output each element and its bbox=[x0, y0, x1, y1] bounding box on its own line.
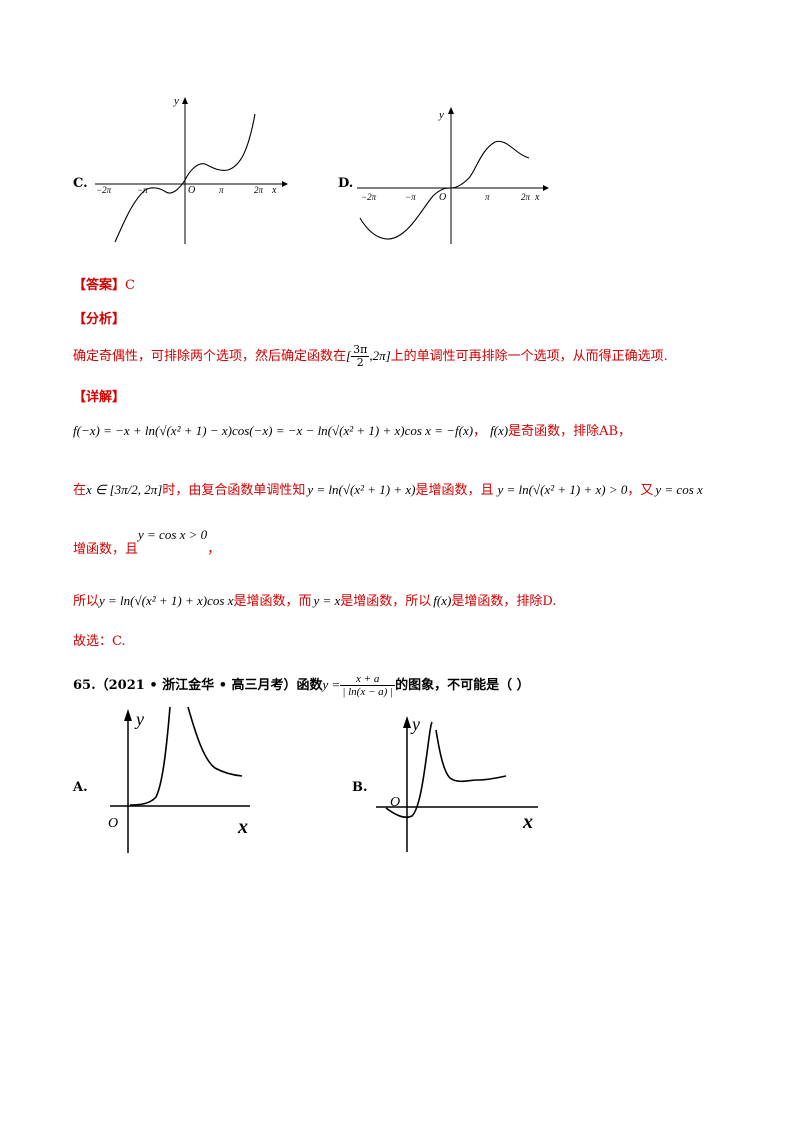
detail-line3: 增函数，且y = cos x > 0， bbox=[73, 527, 221, 559]
detail-line4-pre: 所以 bbox=[73, 594, 100, 609]
question-source: （2021 • 浙江金华 • 高三月考）函数 bbox=[95, 678, 323, 693]
c-x-axis-label: x bbox=[271, 185, 277, 196]
b-x-axis-label: x bbox=[522, 811, 533, 833]
option-b-label: B. bbox=[352, 780, 368, 795]
analysis-text: 确定奇偶性，可排除两个选项，然后确定函数在[3π 2,2π]上的单调性可再排除一个… bbox=[73, 343, 668, 369]
d-y-axis-label: y bbox=[438, 109, 444, 121]
detail-line1-math: f(−x) = −x + ln(√(x² + 1) − x)cos(−x) = … bbox=[73, 423, 474, 438]
analysis-label: 【分析】 bbox=[73, 312, 126, 327]
c-y-axis-label: y bbox=[173, 95, 179, 107]
a-x-axis-label: x bbox=[237, 816, 248, 838]
question-func-den: | ln(x − a) | bbox=[342, 686, 394, 698]
c-tick-2pi: 2π bbox=[254, 185, 264, 195]
option-a-label: A. bbox=[73, 780, 88, 795]
analysis-interval-den: 2 bbox=[356, 356, 364, 369]
d-x-axis-label: x bbox=[534, 192, 540, 203]
analysis-interval-num: 3π bbox=[351, 343, 370, 357]
detail-line4-inc: 是增函数，而 bbox=[233, 594, 312, 609]
c-tick-neg2pi: −2π bbox=[96, 185, 112, 195]
detail-label: 【详解】 bbox=[73, 390, 126, 405]
b-y-axis-label: y bbox=[410, 714, 420, 734]
detail-line2-inc: 是增函数，且 bbox=[415, 483, 494, 498]
question-number: 65. bbox=[73, 678, 96, 693]
a-origin-label: O bbox=[108, 816, 118, 831]
detail-line2-cos: y = cos x bbox=[655, 482, 703, 497]
answer-label: 【答案】 bbox=[73, 278, 126, 293]
detail-line4-fx: f(x) bbox=[433, 593, 452, 608]
option-c-label: C. bbox=[73, 176, 88, 191]
question-func-num: x + a bbox=[340, 673, 396, 686]
analysis-text-before: 确定奇偶性，可排除两个选项，然后确定函数在 bbox=[73, 349, 347, 364]
c-tick-negpi: −π bbox=[137, 185, 148, 195]
d-tick-negpi: −π bbox=[405, 192, 416, 202]
question-tail: 的图象，不可能是（ ） bbox=[395, 678, 530, 693]
answer-value: C bbox=[125, 278, 135, 293]
detail-line3-comma: ， bbox=[207, 542, 221, 557]
detail-line1: f(−x) = −x + ln(√(x² + 1) − x)cos(−x) = … bbox=[73, 422, 631, 441]
c-tick-pi: π bbox=[219, 185, 224, 195]
detail-line3-text: 增函数，且 bbox=[73, 542, 139, 557]
detail-line2-mid: 时，由复合函数单调性知 bbox=[162, 483, 306, 498]
detail-line4-tail: 是增函数，排除D. bbox=[451, 594, 557, 609]
detail-line4-func: y = ln(√(x² + 1) + x)cos x bbox=[99, 593, 234, 608]
d-tick-neg2pi: −2π bbox=[361, 192, 377, 202]
detail-line4: 所以y = ln(√(x² + 1) + x)cos x是增函数，而 y = x是… bbox=[73, 592, 556, 611]
option-d-graph: y x O −2π −π π 2π bbox=[357, 107, 549, 244]
detail-line2: 在x ∈ [3π/2, 2π]时，由复合函数单调性知 y = ln(√(x² + … bbox=[73, 481, 703, 500]
detail-line2-and: ，又 bbox=[627, 483, 654, 498]
question-line: 65.（2021 • 浙江金华 • 高三月考）函数y = x + a | ln(x … bbox=[73, 670, 530, 701]
detail-line1-text: 是奇函数，排除AB， bbox=[508, 424, 632, 439]
d-tick-pi: π bbox=[485, 192, 490, 202]
analysis-text-after: 上的单调性可再排除一个选项，从而得正确选项. bbox=[390, 349, 668, 364]
detail-line2-pre: 在 bbox=[73, 483, 87, 498]
option-d-label: D. bbox=[338, 176, 354, 191]
detail-line1-comma: ， bbox=[473, 424, 487, 439]
detail-line4-yx: y = x bbox=[313, 593, 341, 608]
detail-conclusion: 故选：C. bbox=[73, 634, 126, 649]
detail-line3-math: y = cos x > 0 bbox=[138, 527, 208, 542]
question-func-y: y = bbox=[322, 677, 341, 692]
option-a-graph: y x O bbox=[108, 706, 250, 853]
analysis-interval-tail: ,2π] bbox=[369, 348, 391, 363]
detail-line1-fx: f(x) bbox=[490, 423, 509, 438]
detail-line2-pos: y = ln(√(x² + 1) + x) > 0 bbox=[497, 482, 628, 497]
detail-line4-inc2: 是增函数，所以 bbox=[340, 594, 432, 609]
detail-line2-func: y = ln(√(x² + 1) + x) bbox=[307, 482, 416, 497]
b-origin-label: O bbox=[390, 795, 400, 810]
a-y-axis-label: y bbox=[134, 709, 144, 729]
c-origin-label: O bbox=[188, 185, 195, 196]
option-c-graph: y x O −2π −π π 2π bbox=[95, 95, 288, 244]
d-origin-label: O bbox=[439, 192, 446, 203]
detail-line2-interval: x ∈ [3π/2, 2π] bbox=[86, 482, 163, 497]
option-b-graph: y x O bbox=[376, 714, 538, 852]
d-tick-2pi: 2π bbox=[521, 192, 531, 202]
answer-line: 【答案】C bbox=[73, 277, 135, 295]
